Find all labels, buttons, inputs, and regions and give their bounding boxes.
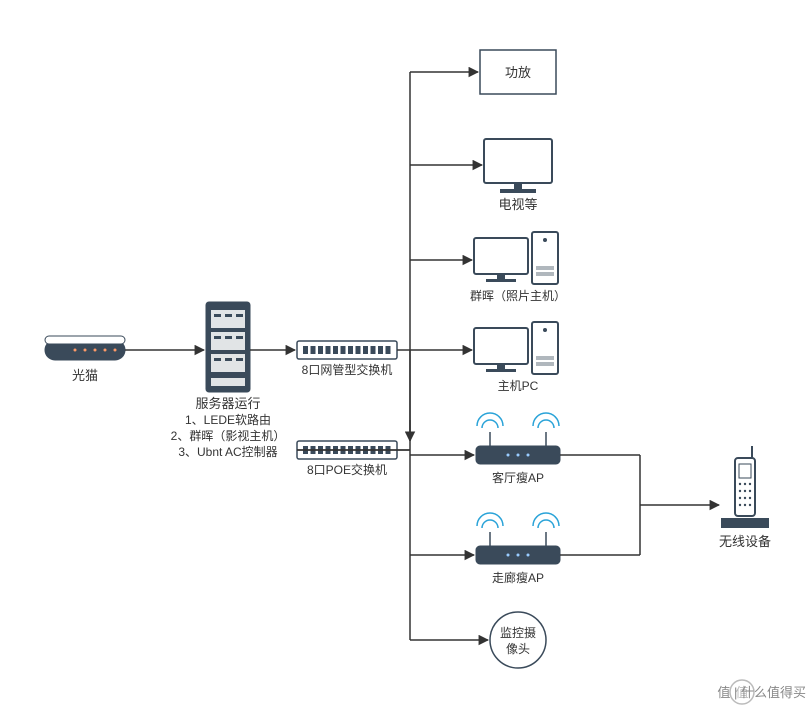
modem-icon [45, 336, 125, 360]
svg-text:服务器运行: 服务器运行 [195, 396, 260, 411]
ap-icon [476, 413, 560, 464]
svg-text:电视等: 电视等 [498, 197, 537, 212]
switch-icon [297, 341, 397, 359]
camera-icon [490, 612, 546, 668]
tv-icon [484, 139, 552, 193]
svg-text:群晖（照片主机）: 群晖（照片主机） [470, 289, 566, 303]
svg-text:2、群晖（影视主机）: 2、群晖（影视主机） [171, 428, 286, 443]
svg-text:走廊瘦AP: 走廊瘦AP [492, 570, 544, 585]
svg-text:光猫: 光猫 [72, 368, 98, 383]
svg-text:像头: 像头 [506, 642, 530, 656]
svg-text:无线设备: 无线设备 [719, 534, 771, 549]
pc-icon [474, 232, 558, 284]
svg-text:客厅瘦AP: 客厅瘦AP [492, 470, 544, 485]
svg-text:值 | 什么值得买: 值 | 什么值得买 [717, 685, 806, 700]
server-icon [206, 302, 250, 392]
svg-text:监控摄: 监控摄 [500, 625, 536, 640]
svg-text:主机PC: 主机PC [498, 379, 539, 393]
ap-icon [476, 513, 560, 564]
svg-text:3、Ubnt AC控制器: 3、Ubnt AC控制器 [178, 445, 277, 459]
wireless-icon [721, 446, 769, 528]
pc-icon [474, 322, 558, 374]
svg-text:1、LEDE软路由: 1、LEDE软路由 [185, 412, 271, 427]
svg-text:8口POE交换机: 8口POE交换机 [307, 462, 387, 477]
svg-text:功放: 功放 [505, 65, 531, 80]
svg-text:8口网管型交换机: 8口网管型交换机 [302, 362, 393, 377]
